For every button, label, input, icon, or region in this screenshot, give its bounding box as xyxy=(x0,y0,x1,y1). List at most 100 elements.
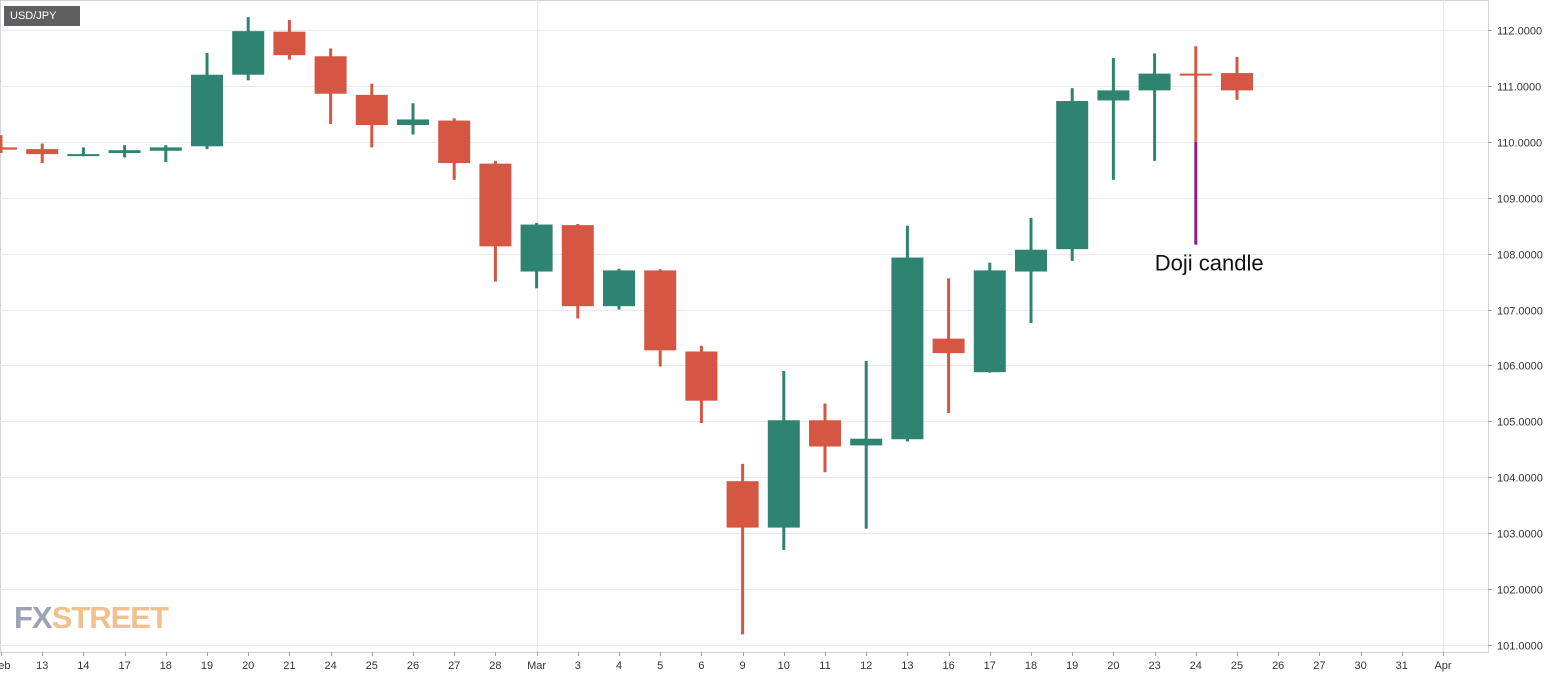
candle-body xyxy=(438,120,471,164)
x-tick-label: 19 xyxy=(1066,660,1078,672)
candle-body xyxy=(149,147,182,151)
candle-body xyxy=(973,270,1006,373)
y-tick-label: 104.0000 xyxy=(1497,473,1543,485)
candle xyxy=(191,52,223,150)
x-tick-label: Feb xyxy=(0,660,10,672)
x-tick-label: 20 xyxy=(1107,660,1119,672)
candle xyxy=(67,147,100,157)
x-tick-label: 11 xyxy=(819,660,830,672)
candle xyxy=(685,345,718,424)
candle xyxy=(1015,217,1047,323)
x-tick-label: 27 xyxy=(448,660,460,672)
x-tick-label: 20 xyxy=(242,660,254,672)
candle xyxy=(1221,56,1253,100)
candle-wick xyxy=(0,135,3,153)
candle xyxy=(108,145,141,158)
x-tick-label: 31 xyxy=(1396,660,1408,672)
candle xyxy=(314,48,347,124)
symbol-badge: USD/JPY xyxy=(4,6,80,26)
plot-frame xyxy=(0,0,1489,653)
candle xyxy=(1097,57,1130,180)
candle-lower-wick-highlight xyxy=(1194,141,1198,245)
y-tick-label: 102.0000 xyxy=(1497,585,1543,597)
x-tick-label: 5 xyxy=(657,660,663,672)
x-tick-label: 23 xyxy=(1148,660,1160,672)
candle-wick xyxy=(1111,57,1115,180)
x-tick-label: 16 xyxy=(942,660,954,672)
x-tick-label: 19 xyxy=(201,660,213,672)
x-tick-label: 10 xyxy=(778,660,790,672)
x-tick-label: 28 xyxy=(489,660,501,672)
candle-body xyxy=(67,154,100,157)
x-tick-label: 6 xyxy=(698,660,704,672)
candle xyxy=(973,262,1006,373)
axes: 101.0000 102.0000 103.0000 104.0000 105.0000… xyxy=(0,26,1543,673)
candle-body xyxy=(1221,73,1253,91)
candle-body xyxy=(273,31,306,56)
logo-fx-text: FX xyxy=(14,600,53,635)
candle-body xyxy=(891,257,924,440)
x-tick-label: 3 xyxy=(575,660,581,672)
y-tick-label: 107.0000 xyxy=(1497,306,1543,318)
x-tick-label: 27 xyxy=(1313,660,1325,672)
y-tick-label: 106.0000 xyxy=(1497,361,1543,373)
candle-wick xyxy=(411,103,415,135)
candle xyxy=(603,268,635,310)
x-tick-label: 25 xyxy=(1231,660,1243,672)
candle-wick xyxy=(164,145,168,162)
candle xyxy=(149,145,182,162)
candle-body xyxy=(1056,101,1089,250)
candle xyxy=(26,143,59,164)
candle-body xyxy=(314,56,347,94)
candle xyxy=(644,269,677,367)
x-tick-label: 24 xyxy=(1190,660,1202,672)
candle xyxy=(932,278,965,413)
x-tick-label: 21 xyxy=(283,660,295,672)
candle xyxy=(273,19,306,60)
candle xyxy=(767,371,800,550)
candle-body xyxy=(1138,73,1171,91)
x-tick-label: 4 xyxy=(616,660,622,672)
candle-wick xyxy=(1194,46,1198,142)
x-tick-label: 9 xyxy=(740,660,746,672)
candle-body xyxy=(191,74,223,147)
x-tick-label: 13 xyxy=(36,660,48,672)
candle xyxy=(726,463,759,635)
candle-body xyxy=(726,481,759,528)
candle xyxy=(397,103,429,135)
x-tick-label: 30 xyxy=(1354,660,1366,672)
candle-body xyxy=(397,119,429,126)
candle xyxy=(891,225,924,442)
candle xyxy=(520,222,553,289)
candle-body xyxy=(232,31,265,75)
x-tick-label: Mar xyxy=(527,660,546,672)
candle-body xyxy=(932,338,965,354)
candle-body xyxy=(561,225,594,307)
candle-body xyxy=(26,149,59,155)
x-tick-label: 12 xyxy=(860,660,872,672)
fxstreet-logo: FXSTREET xyxy=(14,600,169,636)
candle xyxy=(1138,53,1171,161)
candle-body xyxy=(520,224,553,272)
x-tick-label: 18 xyxy=(160,660,172,672)
x-tick-label: 14 xyxy=(77,660,89,672)
candle-body xyxy=(603,270,635,307)
candle xyxy=(1179,46,1212,245)
candle-body xyxy=(809,420,841,447)
candle xyxy=(561,224,594,319)
candle xyxy=(479,160,512,282)
y-tick-label: 109.0000 xyxy=(1497,194,1543,206)
candle-body xyxy=(355,94,388,126)
x-tick-label: 17 xyxy=(984,660,996,672)
candle xyxy=(438,118,471,180)
candle xyxy=(809,403,841,473)
x-tick-label: 25 xyxy=(366,660,378,672)
candle-body xyxy=(479,163,512,247)
x-tick-label: 26 xyxy=(407,660,419,672)
y-tick-label: 108.0000 xyxy=(1497,250,1543,262)
grid xyxy=(0,0,1489,653)
candle-body xyxy=(0,147,17,150)
x-tick-label: Apr xyxy=(1434,660,1451,672)
y-tick-label: 112.0000 xyxy=(1497,26,1542,38)
logo-street-text: STREET xyxy=(51,600,169,635)
